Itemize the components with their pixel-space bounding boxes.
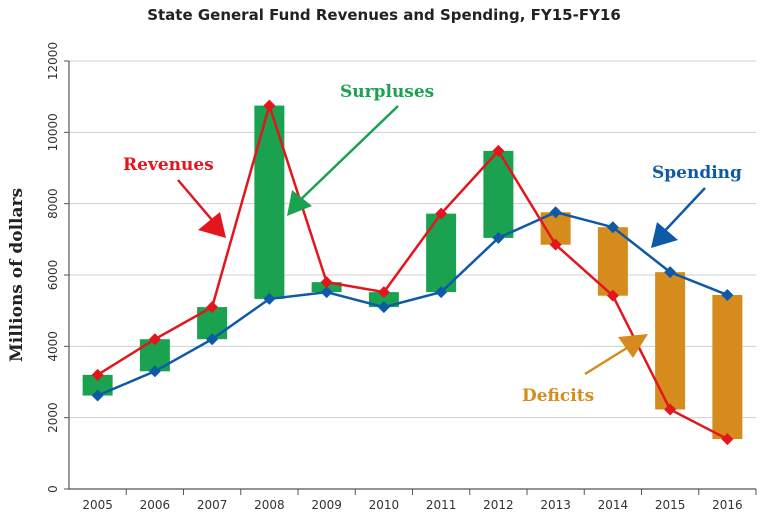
chart-title: State General Fund Revenues and Spending… (147, 6, 621, 24)
spending-point (320, 286, 333, 299)
revenues-arrow (177, 179, 226, 238)
revenues-line (96, 101, 728, 441)
y-tick-label: 0 (46, 485, 60, 493)
revenues-point (206, 301, 219, 314)
annotation-spending: Spending (652, 163, 742, 183)
spending-point (148, 365, 161, 378)
y-tick-label: 4000 (46, 331, 60, 362)
spending-point (263, 292, 276, 305)
spending-point (91, 389, 104, 402)
y-tick-label: 2000 (46, 402, 60, 433)
x-tick-label: 2006 (140, 498, 171, 512)
revenues-point (664, 403, 677, 416)
deficit-bar (597, 227, 628, 296)
x-tick-label: 2005 (82, 498, 113, 512)
annotation-surpluses: Surpluses (340, 82, 434, 102)
spending-arrow (651, 187, 706, 248)
x-tick-label: 2009 (311, 498, 342, 512)
spending-point (435, 286, 448, 299)
x-tick-label: 2010 (369, 498, 400, 512)
revenues-point (263, 99, 276, 112)
revenues-point (492, 144, 505, 157)
deficit-bar (655, 272, 686, 410)
surplus-bar (82, 374, 113, 396)
spending-point (492, 231, 505, 244)
spending-point (606, 221, 619, 234)
revenues-point (377, 286, 390, 299)
spending-point (377, 301, 390, 314)
spending-point (549, 206, 562, 219)
x-tick-label: 2015 (655, 498, 686, 512)
y-tick-label: 10000 (46, 113, 60, 151)
surpluses-arrow (287, 105, 399, 216)
revenues-point (721, 433, 734, 446)
spending-point (721, 288, 734, 301)
y-tick-label: 8000 (46, 188, 60, 219)
revenues-point (91, 368, 104, 381)
revenues-point (435, 207, 448, 220)
annotation-deficits: Deficits (522, 386, 594, 406)
x-tick-label: 2012 (483, 498, 514, 512)
y-tick-label: 6000 (46, 260, 60, 291)
spending-point (206, 333, 219, 346)
x-tick-label: 2014 (598, 498, 629, 512)
deficits-arrow (584, 334, 648, 376)
revenues-point (549, 238, 562, 251)
x-tick-label: 2008 (254, 498, 285, 512)
revenues-point (606, 289, 619, 302)
y-tick-label: 12000 (46, 42, 60, 80)
spending-point (664, 266, 677, 279)
y-axis-label: Millions of dollars (7, 188, 27, 362)
deficit-bar (712, 294, 743, 440)
revenues-point (148, 333, 161, 346)
surplus-bar (426, 213, 457, 293)
x-tick-label: 2007 (197, 498, 228, 512)
x-tick-label: 2013 (540, 498, 571, 512)
x-tick-label: 2011 (426, 498, 457, 512)
revenues-point (320, 276, 333, 289)
surplus-bar (368, 292, 399, 308)
annotation-revenues: Revenues (123, 155, 214, 175)
spending-line (97, 210, 728, 397)
x-tick-label: 2016 (712, 498, 743, 512)
